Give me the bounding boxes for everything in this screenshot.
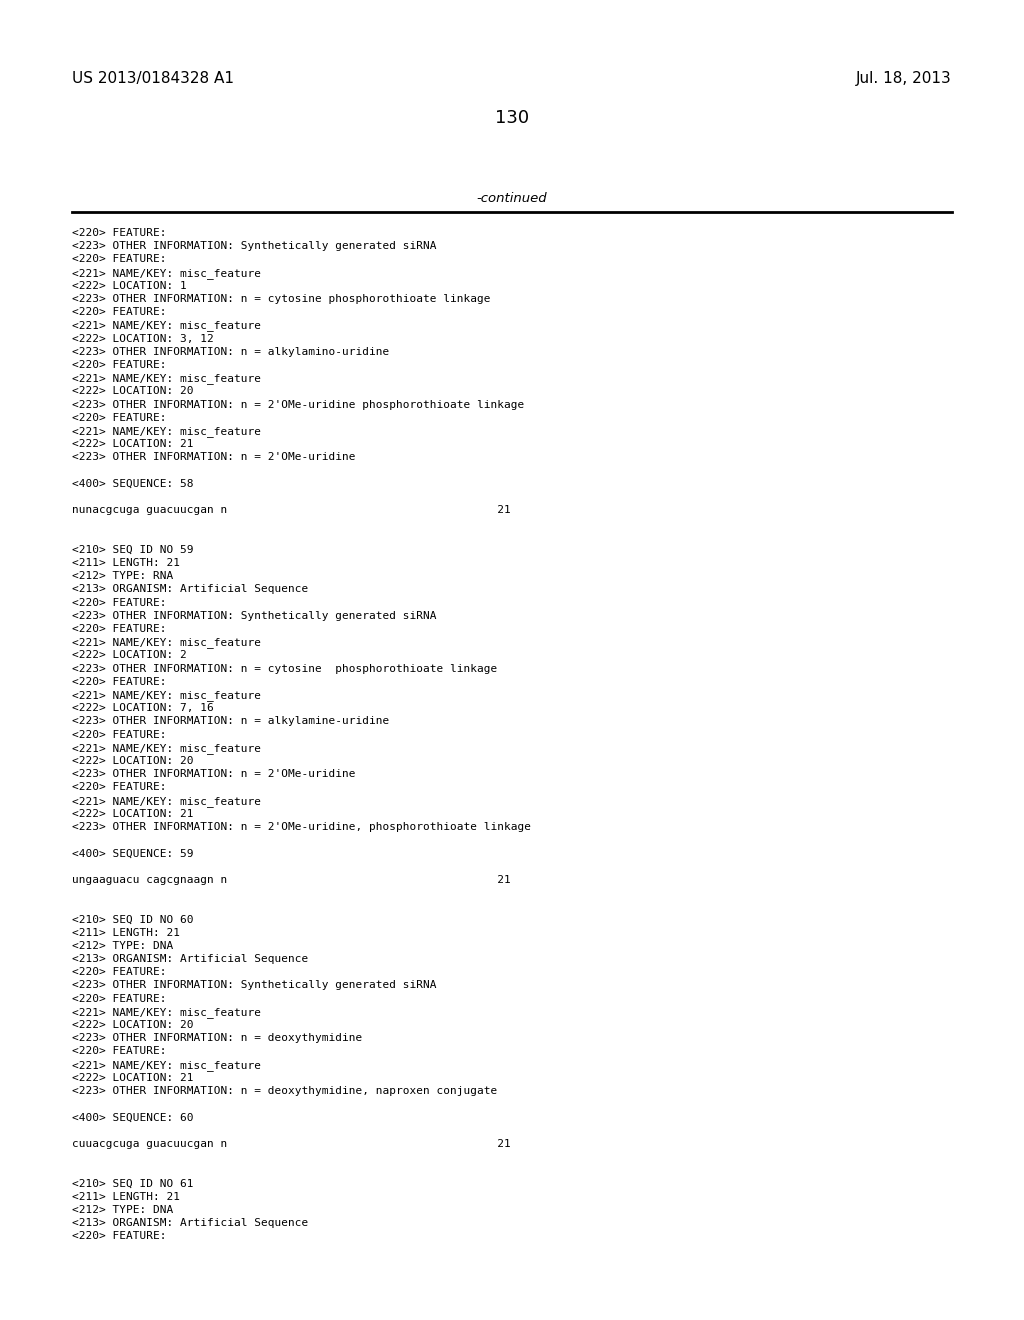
Text: <220> FEATURE:: <220> FEATURE: [72, 360, 167, 370]
Text: <221> NAME/KEY: misc_feature: <221> NAME/KEY: misc_feature [72, 743, 261, 754]
Text: <222> LOCATION: 20: <222> LOCATION: 20 [72, 387, 194, 396]
Text: <400> SEQUENCE: 59: <400> SEQUENCE: 59 [72, 849, 194, 858]
Text: <221> NAME/KEY: misc_feature: <221> NAME/KEY: misc_feature [72, 638, 261, 648]
Text: <213> ORGANISM: Artificial Sequence: <213> ORGANISM: Artificial Sequence [72, 954, 308, 964]
Text: <220> FEATURE:: <220> FEATURE: [72, 228, 167, 238]
Text: <211> LENGTH: 21: <211> LENGTH: 21 [72, 928, 180, 937]
Text: <210> SEQ ID NO 60: <210> SEQ ID NO 60 [72, 915, 194, 924]
Text: <221> NAME/KEY: misc_feature: <221> NAME/KEY: misc_feature [72, 796, 261, 807]
Text: Jul. 18, 2013: Jul. 18, 2013 [856, 70, 952, 86]
Text: <223> OTHER INFORMATION: Synthetically generated siRNA: <223> OTHER INFORMATION: Synthetically g… [72, 242, 436, 251]
Text: <223> OTHER INFORMATION: Synthetically generated siRNA: <223> OTHER INFORMATION: Synthetically g… [72, 981, 436, 990]
Text: US 2013/0184328 A1: US 2013/0184328 A1 [72, 70, 234, 86]
Text: <213> ORGANISM: Artificial Sequence: <213> ORGANISM: Artificial Sequence [72, 585, 308, 594]
Text: cuuacgcuga guacuucgan n                                        21: cuuacgcuga guacuucgan n 21 [72, 1139, 511, 1148]
Text: nunacgcuga guacuucgan n                                        21: nunacgcuga guacuucgan n 21 [72, 506, 511, 515]
Text: <210> SEQ ID NO 61: <210> SEQ ID NO 61 [72, 1179, 194, 1188]
Text: <212> TYPE: DNA: <212> TYPE: DNA [72, 1205, 173, 1214]
Text: <222> LOCATION: 21: <222> LOCATION: 21 [72, 809, 194, 818]
Text: <222> LOCATION: 3, 12: <222> LOCATION: 3, 12 [72, 334, 214, 343]
Text: <220> FEATURE:: <220> FEATURE: [72, 968, 167, 977]
Text: <220> FEATURE:: <220> FEATURE: [72, 598, 167, 607]
Text: <221> NAME/KEY: misc_feature: <221> NAME/KEY: misc_feature [72, 374, 261, 384]
Text: <220> FEATURE:: <220> FEATURE: [72, 730, 167, 739]
Text: <223> OTHER INFORMATION: n = cytosine  phosphorothioate linkage: <223> OTHER INFORMATION: n = cytosine ph… [72, 664, 498, 673]
Text: <223> OTHER INFORMATION: n = 2'OMe-uridine phosphorothioate linkage: <223> OTHER INFORMATION: n = 2'OMe-uridi… [72, 400, 524, 409]
Text: <223> OTHER INFORMATION: n = deoxythymidine: <223> OTHER INFORMATION: n = deoxythymid… [72, 1034, 362, 1043]
Text: <222> LOCATION: 1: <222> LOCATION: 1 [72, 281, 186, 290]
Text: <220> FEATURE:: <220> FEATURE: [72, 1232, 167, 1241]
Text: <400> SEQUENCE: 58: <400> SEQUENCE: 58 [72, 479, 194, 488]
Text: <222> LOCATION: 20: <222> LOCATION: 20 [72, 756, 194, 766]
Text: <222> LOCATION: 21: <222> LOCATION: 21 [72, 440, 194, 449]
Text: <223> OTHER INFORMATION: n = deoxythymidine, naproxen conjugate: <223> OTHER INFORMATION: n = deoxythymid… [72, 1086, 498, 1096]
Text: <223> OTHER INFORMATION: n = 2'OMe-uridine, phosphorothioate linkage: <223> OTHER INFORMATION: n = 2'OMe-uridi… [72, 822, 531, 832]
Text: <223> OTHER INFORMATION: Synthetically generated siRNA: <223> OTHER INFORMATION: Synthetically g… [72, 611, 436, 620]
Text: <220> FEATURE:: <220> FEATURE: [72, 308, 167, 317]
Text: <222> LOCATION: 21: <222> LOCATION: 21 [72, 1073, 194, 1082]
Text: <211> LENGTH: 21: <211> LENGTH: 21 [72, 558, 180, 568]
Text: <220> FEATURE:: <220> FEATURE: [72, 1047, 167, 1056]
Text: <210> SEQ ID NO 59: <210> SEQ ID NO 59 [72, 545, 194, 554]
Text: <220> FEATURE:: <220> FEATURE: [72, 677, 167, 686]
Text: <223> OTHER INFORMATION: n = alkylamino-uridine: <223> OTHER INFORMATION: n = alkylamino-… [72, 347, 389, 356]
Text: <211> LENGTH: 21: <211> LENGTH: 21 [72, 1192, 180, 1201]
Text: <223> OTHER INFORMATION: n = cytosine phosphorothioate linkage: <223> OTHER INFORMATION: n = cytosine ph… [72, 294, 490, 304]
Text: <223> OTHER INFORMATION: n = 2'OMe-uridine: <223> OTHER INFORMATION: n = 2'OMe-uridi… [72, 453, 355, 462]
Text: <212> TYPE: DNA: <212> TYPE: DNA [72, 941, 173, 950]
Text: -continued: -continued [477, 191, 547, 205]
Text: <220> FEATURE:: <220> FEATURE: [72, 413, 167, 422]
Text: <223> OTHER INFORMATION: n = 2'OMe-uridine: <223> OTHER INFORMATION: n = 2'OMe-uridi… [72, 770, 355, 779]
Text: <221> NAME/KEY: misc_feature: <221> NAME/KEY: misc_feature [72, 426, 261, 437]
Text: <222> LOCATION: 7, 16: <222> LOCATION: 7, 16 [72, 704, 214, 713]
Text: <221> NAME/KEY: misc_feature: <221> NAME/KEY: misc_feature [72, 690, 261, 701]
Text: <220> FEATURE:: <220> FEATURE: [72, 783, 167, 792]
Text: <221> NAME/KEY: misc_feature: <221> NAME/KEY: misc_feature [72, 321, 261, 331]
Text: <221> NAME/KEY: misc_feature: <221> NAME/KEY: misc_feature [72, 268, 261, 279]
Text: <220> FEATURE:: <220> FEATURE: [72, 994, 167, 1003]
Text: <220> FEATURE:: <220> FEATURE: [72, 624, 167, 634]
Text: <221> NAME/KEY: misc_feature: <221> NAME/KEY: misc_feature [72, 1060, 261, 1071]
Text: <400> SEQUENCE: 60: <400> SEQUENCE: 60 [72, 1113, 194, 1122]
Text: <220> FEATURE:: <220> FEATURE: [72, 255, 167, 264]
Text: <213> ORGANISM: Artificial Sequence: <213> ORGANISM: Artificial Sequence [72, 1218, 308, 1228]
Text: 130: 130 [495, 110, 529, 127]
Text: <222> LOCATION: 20: <222> LOCATION: 20 [72, 1020, 194, 1030]
Text: <222> LOCATION: 2: <222> LOCATION: 2 [72, 651, 186, 660]
Text: <223> OTHER INFORMATION: n = alkylamine-uridine: <223> OTHER INFORMATION: n = alkylamine-… [72, 717, 389, 726]
Text: <212> TYPE: RNA: <212> TYPE: RNA [72, 572, 173, 581]
Text: ungaaguacu cagcgnaagn n                                        21: ungaaguacu cagcgnaagn n 21 [72, 875, 511, 884]
Text: <221> NAME/KEY: misc_feature: <221> NAME/KEY: misc_feature [72, 1007, 261, 1018]
